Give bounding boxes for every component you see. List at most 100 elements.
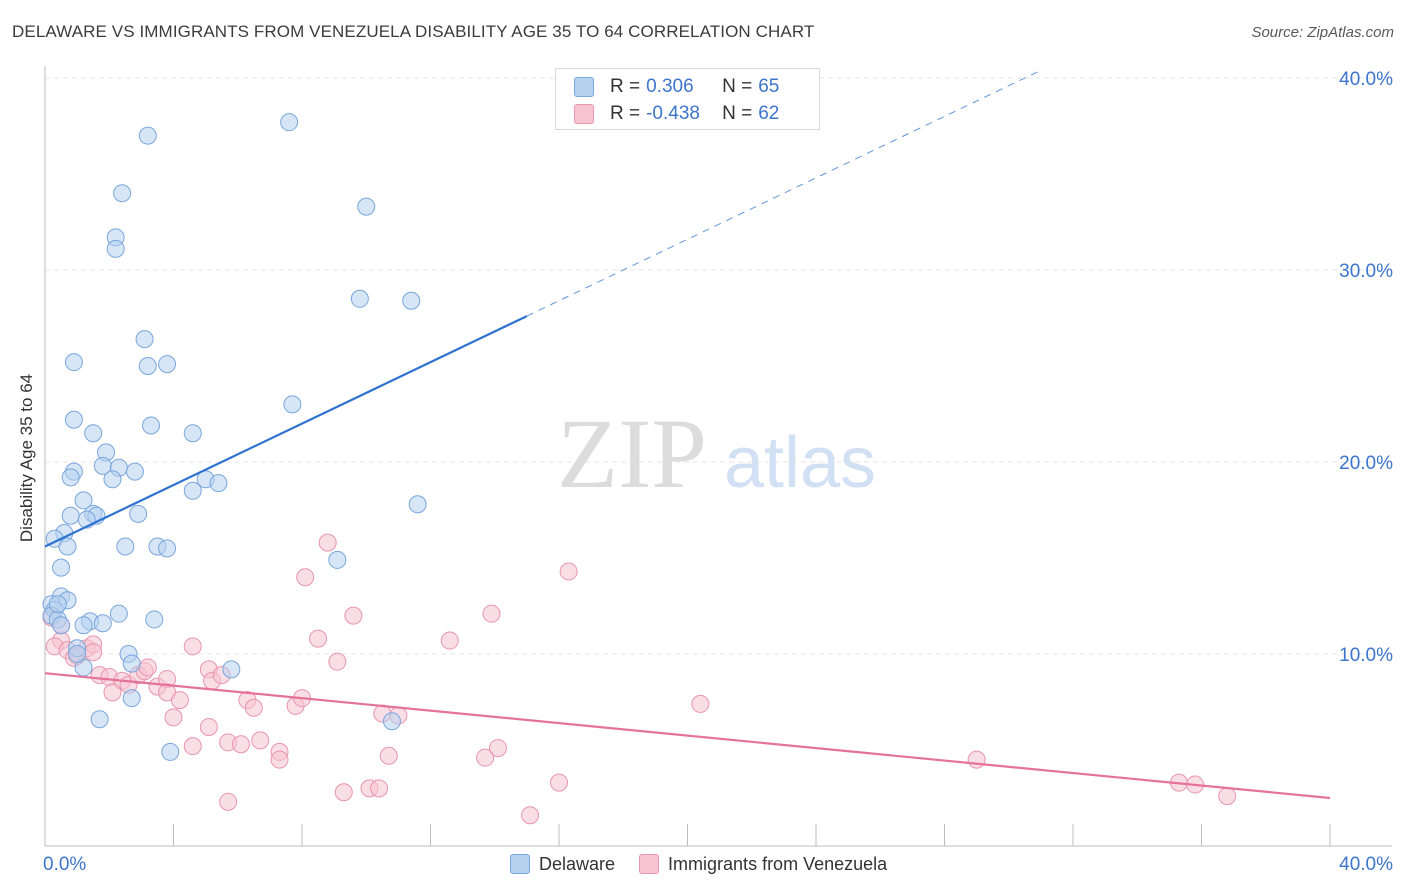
point-delaware xyxy=(64,410,83,429)
point-delaware xyxy=(222,660,241,679)
point-delaware xyxy=(61,506,80,525)
point-venezuela xyxy=(967,750,986,769)
point-venezuela xyxy=(183,737,202,756)
legend-n-value: 65 xyxy=(758,76,780,97)
y-tick-label: 10.0% xyxy=(1339,645,1393,666)
point-venezuela xyxy=(521,806,540,825)
watermark: ZIP atlas xyxy=(557,398,876,509)
legend-item-delaware[interactable]: Delaware xyxy=(510,854,615,875)
point-venezuela xyxy=(318,533,337,552)
point-delaware xyxy=(52,616,71,635)
point-venezuela xyxy=(84,643,103,662)
point-venezuela xyxy=(379,746,398,765)
point-delaware xyxy=(129,504,148,523)
point-venezuela xyxy=(550,773,568,792)
point-venezuela xyxy=(296,568,315,587)
point-venezuela xyxy=(219,792,238,811)
point-delaware xyxy=(283,395,302,414)
point-venezuela xyxy=(183,637,202,656)
correlation-legend: R = 0.306 N = 65 R = -0.438 N = 62 xyxy=(555,68,820,130)
point-delaware xyxy=(103,470,122,489)
point-delaware xyxy=(90,710,109,729)
grid-lines xyxy=(45,77,1392,655)
point-delaware xyxy=(161,742,180,761)
point-delaware xyxy=(402,291,421,310)
point-delaware xyxy=(209,474,228,493)
point-venezuela xyxy=(559,562,578,581)
point-delaware xyxy=(109,604,128,623)
point-delaware xyxy=(68,645,87,663)
point-delaware xyxy=(58,537,77,556)
point-delaware xyxy=(357,197,376,216)
axes xyxy=(44,66,1392,847)
legend-label-venezuela: Immigrants from Venezuela xyxy=(668,853,888,874)
point-venezuela xyxy=(231,735,250,754)
y-tick-label: 20.0% xyxy=(1339,453,1393,474)
point-delaware xyxy=(183,424,202,443)
point-delaware xyxy=(122,654,141,673)
point-venezuela xyxy=(440,631,459,650)
point-delaware xyxy=(106,239,125,258)
chart-title: DELAWARE VS IMMIGRANTS FROM VENEZUELA DI… xyxy=(12,22,815,41)
x-tick-label: 40.0% xyxy=(1339,854,1393,875)
point-venezuela xyxy=(476,748,495,767)
point-venezuela xyxy=(103,683,122,702)
legend-r-label: R = xyxy=(610,103,641,124)
point-venezuela xyxy=(170,691,189,710)
point-delaware xyxy=(64,353,83,372)
point-delaware xyxy=(408,495,427,514)
point-delaware xyxy=(382,712,401,731)
legend-r-value: 0.306 xyxy=(646,76,694,97)
point-venezuela xyxy=(344,606,363,625)
point-delaware xyxy=(183,481,202,500)
legend-r-label: R = xyxy=(610,76,641,97)
source-label: Source: ZipAtlas.com xyxy=(1251,24,1394,41)
trend-line-venezuela xyxy=(44,672,1331,800)
point-delaware xyxy=(350,289,369,308)
series-immigrants-venezuela-points xyxy=(42,533,1237,825)
legend-swatch-pink xyxy=(639,854,660,874)
point-venezuela xyxy=(691,694,710,713)
legend-n-label: N = xyxy=(722,76,753,97)
point-delaware xyxy=(328,550,347,569)
point-delaware xyxy=(74,491,93,510)
point-delaware xyxy=(158,355,177,374)
point-delaware xyxy=(145,610,164,629)
point-delaware xyxy=(280,113,299,132)
legend-n-value: 62 xyxy=(758,103,780,124)
point-delaware xyxy=(52,558,71,577)
legend-swatch-blue xyxy=(510,854,530,874)
legend-label-delaware: Delaware xyxy=(539,853,616,874)
point-delaware xyxy=(84,424,103,443)
point-delaware xyxy=(113,184,132,203)
trend-line-delaware xyxy=(44,315,528,548)
point-venezuela xyxy=(138,658,157,677)
point-venezuela xyxy=(199,717,218,736)
point-venezuela xyxy=(334,783,353,802)
y-axis-label: Disability Age 35 to 64 xyxy=(17,373,36,543)
point-delaware xyxy=(74,616,93,635)
point-venezuela xyxy=(482,604,501,623)
legend-r-value: -0.438 xyxy=(646,103,700,124)
point-venezuela xyxy=(370,779,389,798)
point-venezuela xyxy=(488,739,507,758)
point-delaware xyxy=(125,462,144,481)
point-delaware xyxy=(61,468,80,487)
point-venezuela xyxy=(244,698,263,717)
point-venezuela xyxy=(251,731,270,750)
legend-swatch-blue xyxy=(574,77,594,97)
watermark-atlas: atlas xyxy=(724,423,876,503)
legend-item-venezuela[interactable]: Immigrants from Venezuela xyxy=(639,854,887,875)
series-legend: Delaware Immigrants from Venezuela xyxy=(510,852,911,876)
point-venezuela xyxy=(164,708,183,727)
legend-row-venezuela: R = -0.438 N = 62 xyxy=(574,101,779,127)
trend-lines xyxy=(44,69,1331,800)
point-delaware xyxy=(142,416,161,435)
point-delaware xyxy=(138,126,157,145)
point-venezuela xyxy=(1218,787,1237,806)
trend-line-delaware-extension xyxy=(526,69,1042,317)
point-delaware xyxy=(135,330,154,349)
series-delaware-points xyxy=(42,113,427,761)
watermark-zip: ZIP xyxy=(557,398,707,509)
